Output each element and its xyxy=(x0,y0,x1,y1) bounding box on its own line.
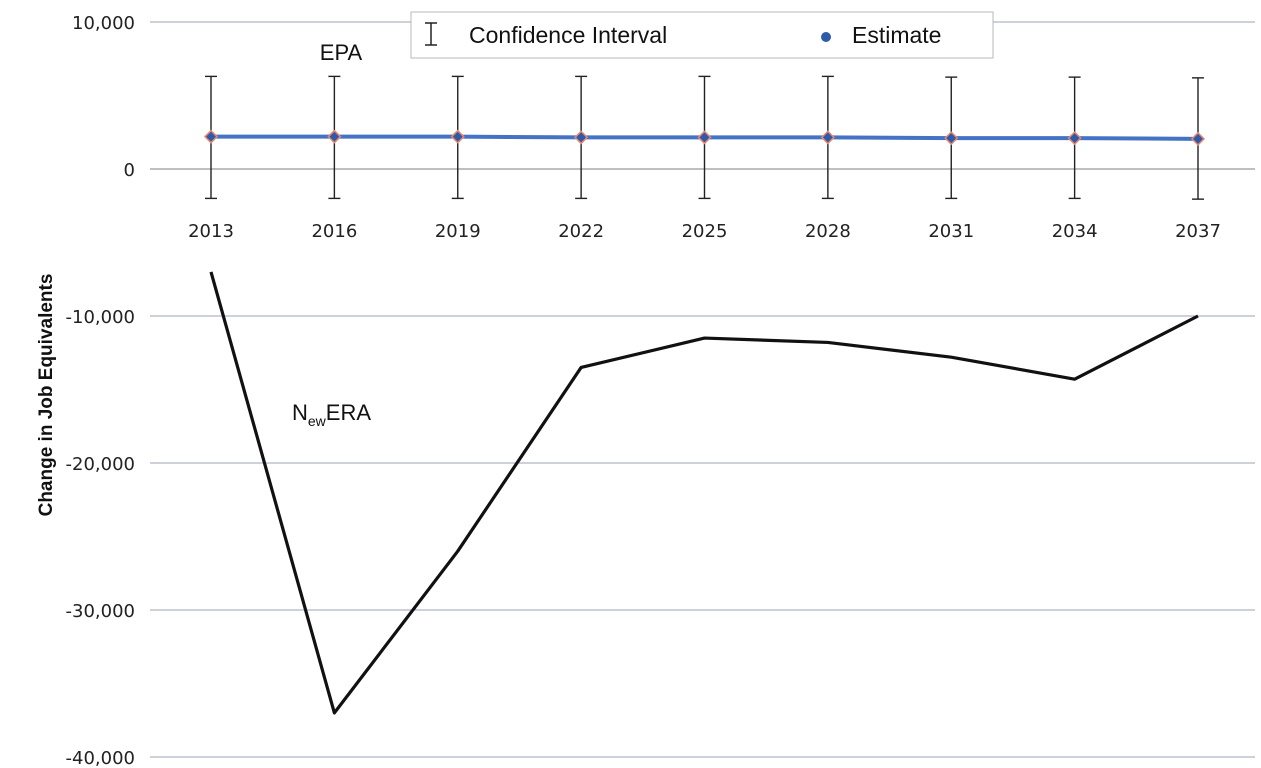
legend: Confidence Interval Estimate xyxy=(410,11,994,59)
x-tick-labels: 2013 2016 2019 2022 2025 2028 2031 2034 2037 xyxy=(188,221,1221,242)
gridlines xyxy=(150,21,1255,758)
legend-box xyxy=(410,11,994,59)
legend-ci-label: Confidence Interval xyxy=(469,22,667,48)
legend-estimate-label: Estimate xyxy=(852,22,941,48)
y-tick-label: 0 xyxy=(124,160,135,181)
y-tick-labels: 10,000 0 -10,000 -20,000 -30,000 -40,000 xyxy=(66,13,135,768)
newera-label-n: N xyxy=(292,400,308,425)
newera-label-era: ERA xyxy=(326,400,372,425)
x-tick-label: 2013 xyxy=(188,221,234,242)
ci-legend-icon xyxy=(425,22,437,46)
estimate-point xyxy=(203,129,219,144)
x-tick-label: 2031 xyxy=(928,221,974,242)
y-axis-label: Change in Job Equivalents xyxy=(36,274,57,517)
y-tick-label: 10,000 xyxy=(72,13,135,34)
estimate-point xyxy=(1067,131,1082,146)
x-tick-label: 2028 xyxy=(805,221,851,242)
x-tick-label: 2016 xyxy=(311,221,357,242)
estimate-point xyxy=(820,130,835,145)
estimate-markers xyxy=(203,129,1206,146)
x-axis xyxy=(150,168,1255,175)
y-tick-label: -30,000 xyxy=(66,601,135,622)
estimate-point xyxy=(697,130,712,145)
y-tick-label: -40,000 xyxy=(66,748,135,768)
x-tick-label: 2034 xyxy=(1052,221,1098,242)
x-tick-label: 2022 xyxy=(558,221,604,242)
y-tick-label: -20,000 xyxy=(66,454,135,475)
estimate-point xyxy=(574,130,589,145)
series-label-epa: EPA xyxy=(320,40,363,65)
newera-label-ew: ew xyxy=(308,413,327,429)
estimate-point xyxy=(944,131,959,146)
series-label-newera: NewERA xyxy=(292,400,371,429)
estimate-point xyxy=(1190,131,1206,146)
x-tick-label: 2019 xyxy=(435,221,481,242)
estimate-point xyxy=(327,129,342,144)
x-tick-label: 2037 xyxy=(1175,221,1221,242)
newera-line xyxy=(209,271,1199,715)
estimate-point xyxy=(450,129,465,144)
estimate-legend-icon xyxy=(821,32,831,42)
x-tick-label: 2025 xyxy=(682,221,728,242)
y-tick-label: -10,000 xyxy=(66,307,135,328)
